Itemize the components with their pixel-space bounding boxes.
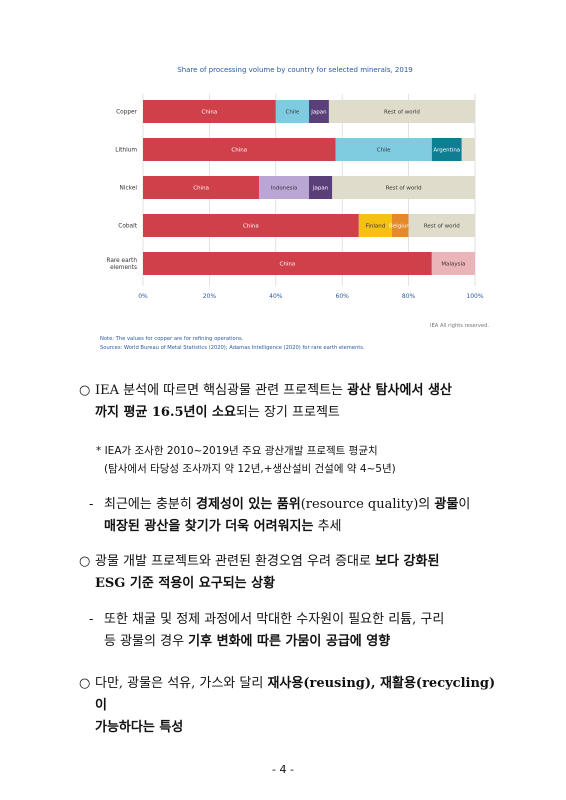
bullet-circle: ○: [79, 554, 91, 569]
segment-label: Argentina: [433, 148, 460, 154]
bar-segment: [309, 176, 333, 199]
bar-segment: [431, 138, 462, 161]
segment-label: China: [231, 148, 247, 154]
category-label: Lithium: [115, 148, 137, 154]
p2-text-g: 추세: [313, 519, 342, 534]
p2-text-e: 이: [458, 497, 471, 512]
bar-segment: [358, 214, 392, 237]
segment-label: Chile: [286, 110, 300, 116]
bar-segment: [143, 214, 359, 237]
p1-bold-c: 까지 평균 16.5년이 소요: [95, 405, 236, 420]
bar-segment: [332, 176, 475, 199]
p4-bold-c: 기후 변화에 따른 가뭄이 공급에 영향: [188, 634, 391, 649]
category-label: elements: [110, 265, 137, 271]
bar-segment: [143, 176, 260, 199]
bar-segment: [335, 138, 432, 161]
segment-label: Rest of world: [424, 224, 460, 230]
bullet-circle: ○: [79, 676, 91, 691]
segment-label: Rest of world: [384, 110, 420, 116]
p5-bold-b: 재사용(reusing), 재활용(recycling)이: [95, 676, 496, 713]
bar-segment: [328, 100, 475, 123]
segment-label: Indonesia: [271, 186, 298, 192]
p2-bold-d: 광물: [434, 497, 459, 512]
bullet-circle: ○: [79, 383, 91, 398]
p1-text-d: 되는 장기 프로젝트: [235, 405, 340, 420]
stacked-bar-chart: 0% 20% 40% 60% 80% 100% Copper China Chile Japan R…: [106, 94, 484, 300]
bar-segment: [259, 176, 309, 199]
footnote-line-2: (탐사에서 타당성 조사까지 약 12년,+생산설비 건설에 약 4~5년): [104, 463, 396, 475]
paragraph-5: ○ 다만, 광물은 석유, 가스와 달리 재사용(reusing), 재활용(r…: [79, 673, 504, 739]
bar-segment: [309, 100, 329, 123]
segment-label: China: [243, 224, 259, 230]
x-tick-label: 60%: [336, 293, 350, 300]
chart-rights: IEA All rights reserved.: [430, 323, 490, 329]
p3-text-a: 광물 개발 프로젝트와 관련된 환경오염 우려 증대로: [95, 554, 376, 569]
chart-note: Note: The values for copper are for refi…: [100, 336, 244, 342]
segment-label: Finland: [366, 224, 386, 230]
bar-segment: [143, 100, 276, 123]
segment-label: China: [280, 262, 296, 268]
segment-label: Belgium: [389, 224, 412, 230]
bullet-dash: -: [89, 612, 94, 627]
x-tick-label: 80%: [402, 293, 416, 300]
category-label: Rare earth: [106, 258, 137, 264]
bar-segment: [392, 214, 409, 237]
p3-bold-c: ESG 기준 적용이 요구되는 상황: [95, 576, 276, 591]
p2-text-a: 최근에는 충분히: [104, 497, 196, 512]
footnote-line-1: * IEA가 조사한 2010~2019년 주요 광산개발 프로젝트 평균치: [96, 445, 378, 457]
p3-bold-b: 보다 강화된: [375, 554, 440, 569]
paragraph-2: - 최근에는 충분히 경제성이 있는 품위(resource quality)의…: [89, 494, 504, 538]
category-label: Nickel: [120, 186, 138, 192]
segment-label: Japan: [312, 186, 329, 192]
p1-text-a: IEA 분석에 따르면 핵심광물 관련 프로젝트는: [95, 383, 348, 398]
segment-label: China: [202, 110, 218, 116]
p1-bold-b: 광산 탐사에서 생산: [347, 383, 452, 398]
segment-label: Rest of world: [386, 186, 422, 192]
category-label: Copper: [116, 110, 138, 116]
p5-bold-c: 가능하다는 특성: [95, 720, 184, 735]
segment-label: Chile: [377, 148, 391, 154]
segment-label: Malaysia: [441, 262, 465, 268]
p5-text-a: 다만, 광물은 석유, 가스와 달리: [95, 676, 268, 691]
page-number: - 4 -: [272, 763, 294, 776]
p2-text-c: (resource quality)의: [300, 497, 435, 512]
p2-bold-f: 매장된 광산을 찾기가 더욱 어려워지는: [104, 519, 314, 534]
bar-segment: [431, 252, 475, 275]
bar-segment: [143, 138, 336, 161]
chart-figure: Share of processing volume by country fo…: [90, 66, 500, 366]
paragraph-3: ○ 광물 개발 프로젝트와 관련된 환경오염 우려 증대로 보다 강화된 ESG…: [79, 551, 504, 595]
bar-segment: [461, 138, 475, 161]
x-tick-label: 40%: [269, 293, 283, 300]
segment-label: China: [193, 186, 209, 192]
bar-segment: [143, 252, 432, 275]
p4-text-a: 또한 채굴 및 정제 과정에서 막대한 수자원이 필요한 리튬, 구리: [104, 612, 445, 627]
p2-bold-b: 경제성이 있는 품위: [196, 497, 301, 512]
p4-text-b: 등 광물의 경우: [104, 634, 189, 649]
x-tick-label: 20%: [203, 293, 217, 300]
category-label: Cobalt: [118, 224, 137, 230]
chart-sources: Sources: World Bureau of Metal Statistic…: [100, 345, 365, 351]
segment-label: Japan: [310, 110, 327, 116]
paragraph-1: ○ IEA 분석에 따르면 핵심광물 관련 프로젝트는 광산 탐사에서 생산 까…: [79, 380, 504, 424]
chart-title: Share of processing volume by country fo…: [177, 66, 413, 74]
paragraph-4: - 또한 채굴 및 정제 과정에서 막대한 수자원이 필요한 리튬, 구리 등 …: [89, 609, 504, 653]
x-tick-label: 0%: [138, 293, 148, 300]
bar-segment: [408, 214, 475, 237]
bar-segment: [275, 100, 309, 123]
x-tick-label: 100%: [466, 293, 483, 300]
bullet-dash: -: [89, 497, 94, 512]
